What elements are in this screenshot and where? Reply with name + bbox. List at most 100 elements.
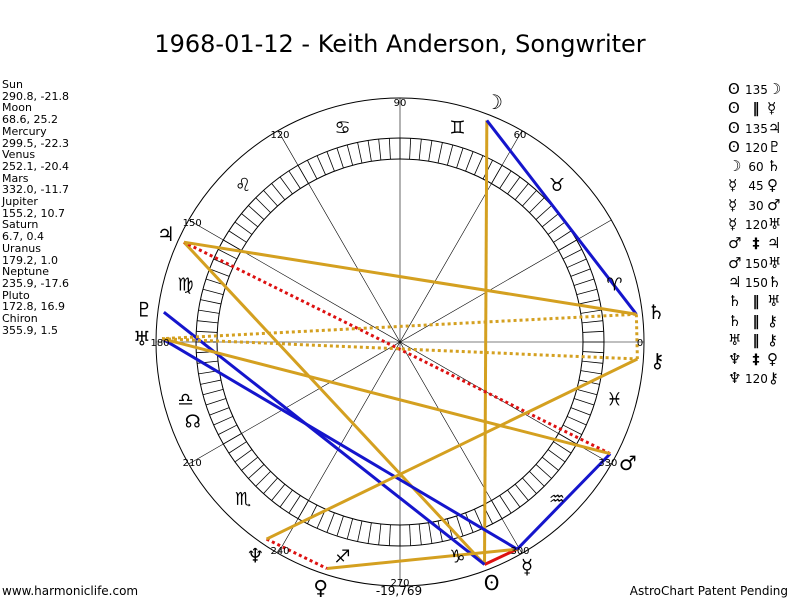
center-value: -19,769 [376, 584, 422, 598]
zodiac-tick [346, 518, 354, 540]
zodiac-tick [547, 221, 566, 235]
aspect-row: ʘ ‖ ☿ [728, 99, 785, 118]
jupiter-icon: ♃ [767, 234, 781, 253]
zodiac-tick [263, 190, 278, 207]
position-name: Saturn [2, 218, 39, 232]
zodiac-sign-icon: ♉ [549, 175, 565, 196]
zodiac-tick [326, 151, 335, 172]
degree-label: 120 [270, 130, 289, 141]
sun-icon: ʘ [728, 99, 740, 118]
zodiac-tick [234, 449, 253, 463]
jupiter-icon: ♃ [157, 222, 175, 246]
aspect-row: ☿ 30 ♂ [728, 196, 785, 215]
zodiac-tick [428, 522, 433, 544]
saturn-icon: ♄ [767, 272, 782, 291]
zodiac-tick [576, 288, 598, 296]
aspect-row: ʘ 120♇ [728, 138, 785, 157]
saturn-icon: ♄ [728, 311, 742, 330]
mars-icon: ♂ [619, 451, 637, 475]
zodiac-tick [541, 213, 559, 228]
saturn-icon: ♄ [728, 292, 742, 311]
zodiac-tick [346, 144, 354, 166]
zodiac-tick [553, 441, 572, 454]
chart-title: 1968-01-12 - Keith Anderson, Songwriter [154, 30, 646, 58]
position-coords: 252.1, -20.4 [2, 159, 69, 173]
zodiac-tick [388, 524, 391, 546]
zodiac-tick [209, 268, 230, 277]
node-icon: ☊ [185, 412, 201, 433]
zodiac-tick [255, 471, 271, 487]
sun-icon: ʘ [728, 137, 740, 156]
degree-label: 150 [183, 218, 202, 229]
uranus-icon: ♅ [728, 330, 742, 349]
uranus-icon: ♅ [767, 292, 781, 311]
zodiac-tick [234, 221, 253, 235]
zodiac-tick [570, 407, 591, 416]
mars-icon: ♂ [728, 234, 742, 253]
aspect-value: 30 [748, 198, 764, 213]
aspect-value: 45 [748, 179, 764, 194]
zodiac-tick [228, 441, 247, 454]
zodiac-tick [562, 424, 582, 435]
zodiac-tick [367, 522, 372, 544]
aspect-value: ‖ [752, 101, 760, 118]
zodiac-tick [200, 299, 222, 305]
aspect-value: ‡ [752, 236, 760, 253]
zodiac-tick [388, 138, 391, 160]
mercury-icon: ☿ [767, 99, 777, 118]
zodiac-tick [271, 183, 286, 201]
zodiac-tick [288, 495, 301, 514]
position-name: Pluto [2, 288, 30, 302]
zodiac-sign-icon: ♊ [449, 118, 465, 139]
zodiac-tick [307, 160, 318, 180]
zodiac-tick [205, 398, 227, 406]
chiron-icon: ⚷ [767, 311, 778, 330]
degree-label: 240 [270, 546, 289, 557]
aspect-value: 120 [745, 372, 768, 387]
zodiac-sign-icon: ♑ [449, 546, 465, 567]
sun-icon: ʘ [728, 118, 740, 137]
jupiter-icon: ♃ [767, 118, 782, 137]
zodiac-tick [507, 176, 521, 195]
aspect-line [161, 337, 518, 551]
footer-website[interactable]: www.harmoniclife.com [2, 584, 139, 598]
zodiac-tick [529, 471, 545, 487]
zodiac-tick [200, 379, 222, 385]
aspect-value: 150 [745, 275, 768, 290]
zodiac-tick [378, 523, 382, 545]
zodiac-tick [209, 407, 230, 416]
zodiac-tick [499, 495, 512, 514]
zodiac-tick [336, 147, 344, 169]
zodiac-tick [213, 258, 233, 268]
zodiac-tick [580, 370, 602, 375]
moon-icon: ☽ [767, 80, 782, 98]
aspect-list: ʘ 135☽ ʘ ‖ ☿ ʘ 135♃ ʘ 120♇ ☽ 60 ♄ ☿ 45 ♀ ☿ 30 ♂ ☿ 120♅ ♂ ‡ ♃ ♂ 1… [728, 80, 785, 389]
sun-icon: ʘ [728, 80, 740, 98]
zodiac-tick [582, 330, 604, 333]
position-coords: 290.8, -21.8 [2, 89, 69, 103]
position-coords: 172.8, 16.9 [2, 300, 65, 314]
zodiac-tick [567, 416, 587, 426]
aspect-line [183, 240, 637, 316]
mercury-icon: ☿ [728, 215, 738, 234]
degree-label: 270 [390, 578, 409, 589]
zodiac-tick [567, 258, 587, 268]
aspect-value: ‖ [752, 294, 760, 311]
zodiac-tick [367, 140, 372, 162]
position-name: Venus [2, 148, 36, 162]
zodiac-tick [514, 483, 529, 501]
chiron-icon: ⚷ [650, 348, 665, 372]
zodiac-tick [202, 388, 224, 396]
aspect-value: ‡ [752, 352, 760, 369]
aspect-row: ☿ 45 ♀ [728, 176, 785, 195]
pluto-icon: ♇ [135, 298, 153, 322]
zodiac-tick [336, 515, 344, 537]
zodiac-tick [514, 183, 529, 201]
position-coords: 332.0, -11.7 [2, 183, 69, 197]
zodiac-tick [581, 360, 603, 364]
aspect-line [161, 312, 637, 341]
position-name: Moon [2, 101, 32, 115]
zodiac-tick [576, 388, 598, 396]
zodiac-sign-icon: ♏ [235, 489, 251, 510]
jupiter-icon: ♃ [728, 272, 742, 291]
